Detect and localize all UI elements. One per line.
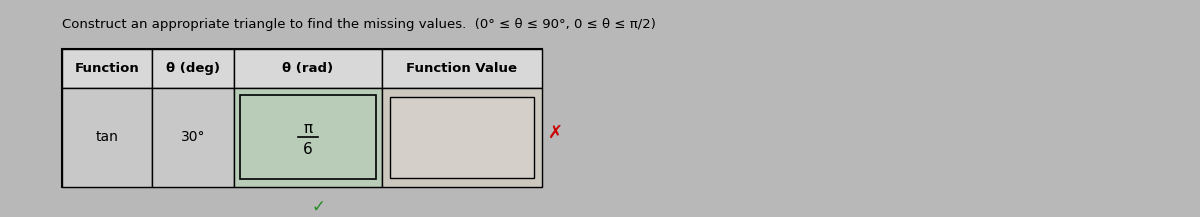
Bar: [240, 95, 376, 179]
Text: θ (rad): θ (rad): [282, 62, 334, 75]
Text: ✗: ✗: [548, 123, 563, 141]
Bar: [62, 49, 542, 187]
Bar: [62, 88, 152, 187]
Bar: [234, 49, 382, 88]
Text: tan: tan: [96, 130, 119, 145]
Text: Function Value: Function Value: [407, 62, 517, 75]
Bar: [382, 88, 542, 187]
Bar: [390, 97, 534, 178]
Bar: [152, 49, 234, 88]
Text: Construct an appropriate triangle to find the missing values.  (0° ≤ θ ≤ 90°, 0 : Construct an appropriate triangle to fin…: [62, 18, 656, 31]
Bar: [62, 49, 152, 88]
Bar: [382, 49, 542, 88]
Bar: [234, 88, 382, 187]
Text: 6: 6: [304, 142, 313, 157]
Text: 30°: 30°: [181, 130, 205, 145]
Text: Function: Function: [74, 62, 139, 75]
Text: θ (deg): θ (deg): [166, 62, 220, 75]
Bar: [152, 88, 234, 187]
Text: ✓: ✓: [311, 198, 325, 216]
Text: π: π: [304, 121, 312, 136]
